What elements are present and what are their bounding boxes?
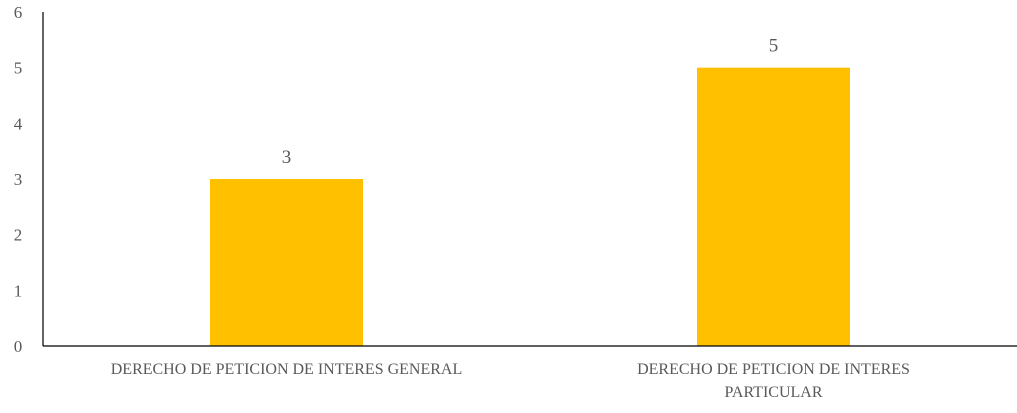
bars [210,67,850,347]
category-label-line: DERECHO DE PETICION DE INTERES [637,361,910,378]
bar [210,179,363,346]
y-tick-label: 6 [14,3,23,22]
data-labels: 35 [282,36,779,168]
category-label: DERECHO DE PETICION DE INTERES GENERAL [111,361,463,378]
data-label: 3 [282,147,292,168]
y-axis-ticks: 0 1 2 3 4 5 6 [14,3,23,356]
category-label-line: PARTICULAR [724,384,822,401]
category-label-line: DERECHO DE PETICION DE INTERES GENERAL [111,361,463,378]
category-label: DERECHO DE PETICION DE INTERES PARTICULAR [637,361,910,401]
y-tick-label: 5 [14,59,23,78]
y-tick-label: 1 [14,281,23,300]
axes [42,12,1017,347]
y-tick-label: 2 [14,226,23,245]
y-tick-label: 0 [14,337,23,356]
bar [697,67,850,347]
x-axis-category-labels: DERECHO DE PETICION DE INTERES GENERAL DE… [111,361,910,401]
data-label: 5 [769,36,779,57]
y-tick-label: 4 [14,114,23,133]
y-tick-label: 3 [14,170,23,189]
